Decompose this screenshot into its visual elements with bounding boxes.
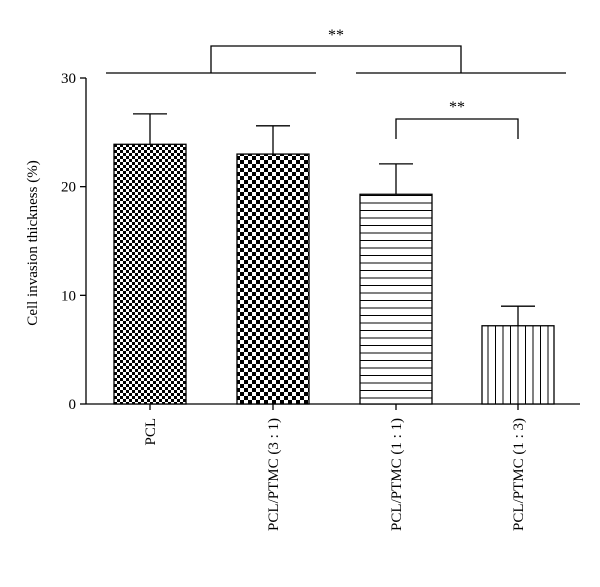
y-axis-label: Cell invasion thickness (%): [25, 160, 41, 325]
error-bars: [133, 113, 535, 326]
bar: [481, 325, 555, 405]
bars: [113, 143, 555, 405]
y-tick-label: 10: [61, 288, 76, 304]
significance-label: **: [449, 99, 465, 116]
bar: [113, 143, 187, 405]
bar: [359, 193, 433, 405]
significance-label: **: [328, 27, 344, 44]
tick-labels: 0 10 20 30 PCL PCL/PTMC (3 : 1) PCL/PTMC (1 : …: [61, 71, 527, 531]
group-bracket: [210, 45, 462, 73]
significance-brackets: ** **: [106, 27, 566, 139]
pair-bracket: [395, 118, 519, 139]
y-tick-label: 0: [69, 397, 77, 413]
bar: [236, 153, 310, 405]
y-tick-label: 30: [61, 71, 76, 87]
y-tick-label: 20: [61, 180, 76, 196]
x-tick-label: PCL: [143, 418, 159, 446]
x-tick-label: PCL/PTMC (1 : 3): [511, 418, 527, 531]
x-tick-label: PCL/PTMC (3 : 1): [266, 418, 282, 531]
x-tick-label: PCL/PTMC (1 : 1): [389, 418, 405, 531]
